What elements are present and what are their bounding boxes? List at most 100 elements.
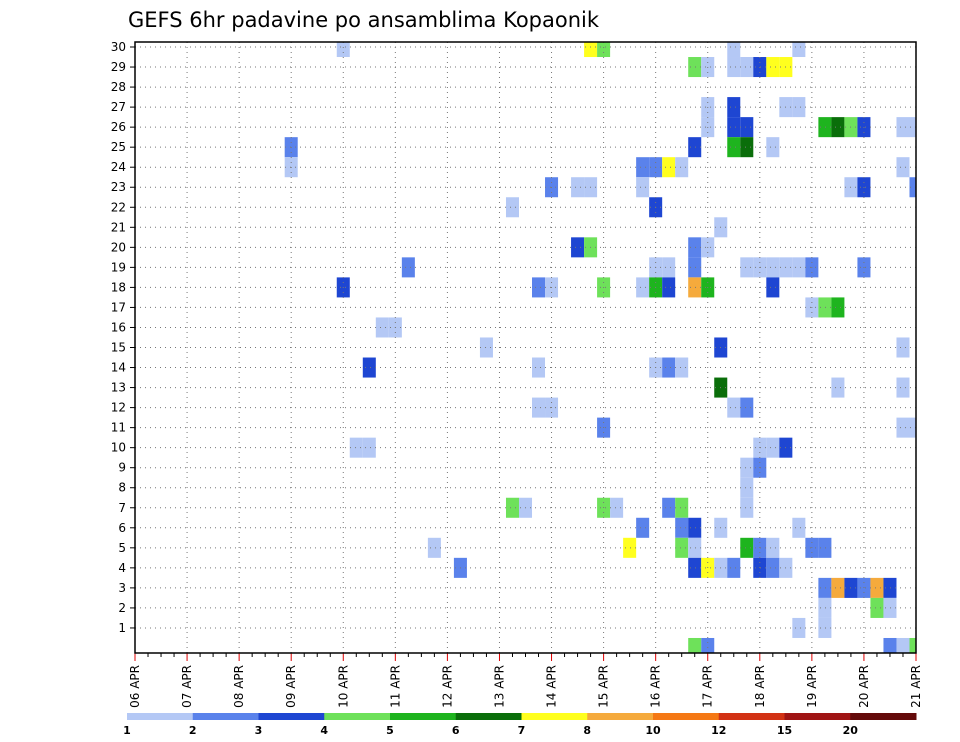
y-tick-label: 22 <box>111 200 126 214</box>
data-cell <box>688 137 702 158</box>
x-tick-label: 14 APR <box>545 665 559 708</box>
data-cell <box>766 257 780 278</box>
legend-label: 3 <box>255 724 263 737</box>
y-tick-label: 25 <box>111 140 126 154</box>
y-axis-ticks: 1234567891011121314151617181920212223242… <box>111 40 135 635</box>
y-tick-label: 23 <box>111 180 126 194</box>
data-cell <box>701 637 715 653</box>
y-tick-label: 1 <box>118 621 126 635</box>
y-tick-label: 29 <box>111 60 126 74</box>
data-cell <box>349 437 363 458</box>
y-tick-label: 6 <box>118 521 126 535</box>
y-tick-label: 12 <box>111 401 126 415</box>
x-tick-label: 11 APR <box>388 665 402 708</box>
x-tick-label: 09 APR <box>284 665 298 708</box>
data-cell <box>636 517 650 538</box>
data-cell <box>571 237 585 258</box>
legend-label: 20 <box>843 724 859 737</box>
data-cell <box>909 637 916 653</box>
data-cell <box>896 157 910 178</box>
legend-swatch <box>324 713 391 720</box>
y-tick-label: 24 <box>111 160 126 174</box>
x-tick-label: 21 APR <box>909 665 923 708</box>
legend-swatch <box>653 713 720 720</box>
data-cell <box>740 477 754 498</box>
data-cell <box>766 57 780 78</box>
data-cell <box>818 617 832 638</box>
data-cell <box>831 377 845 398</box>
data-cell <box>818 597 832 618</box>
data-cell <box>401 257 415 278</box>
legend-swatch <box>784 713 851 720</box>
data-cell <box>362 437 376 458</box>
data-cell <box>662 157 676 178</box>
data-cell <box>688 537 702 558</box>
legend-label: 15 <box>777 724 792 737</box>
legend-label: 2 <box>189 724 197 737</box>
y-tick-label: 18 <box>111 280 126 294</box>
data-cell <box>662 357 676 378</box>
data-cell <box>896 337 910 358</box>
legend-swatch <box>127 713 194 720</box>
data-cell <box>740 257 754 278</box>
data-cell <box>740 117 754 138</box>
data-cell <box>584 42 598 58</box>
legend-label: 10 <box>645 724 661 737</box>
y-tick-label: 4 <box>118 561 126 575</box>
x-tick-label: 07 APR <box>180 665 194 708</box>
x-tick-label: 19 APR <box>805 665 819 708</box>
data-cell <box>727 557 741 578</box>
data-cell <box>740 457 754 478</box>
data-cell <box>818 577 832 598</box>
data-cell <box>675 537 689 558</box>
grid-lines <box>135 42 916 653</box>
data-cell <box>479 337 493 358</box>
data-cell <box>792 517 806 538</box>
data-cell <box>831 117 845 138</box>
data-cell <box>727 397 741 418</box>
legend-label: 8 <box>583 724 591 737</box>
legend-swatch <box>390 713 457 720</box>
data-cell <box>662 497 676 518</box>
data-cell <box>818 537 832 558</box>
y-tick-label: 7 <box>118 501 126 515</box>
legend-label: 1 <box>123 724 131 737</box>
data-cell <box>727 57 741 78</box>
data-cell <box>792 97 806 118</box>
data-cell <box>597 42 611 58</box>
data-cell <box>883 577 897 598</box>
data-cell <box>727 42 741 58</box>
data-cell <box>610 497 624 518</box>
data-cell <box>675 497 689 518</box>
data-cell <box>727 137 741 158</box>
data-cell <box>831 297 845 318</box>
x-tick-label: 06 APR <box>128 665 142 708</box>
y-tick-label: 16 <box>111 320 126 334</box>
y-tick-label: 10 <box>111 441 126 455</box>
x-tick-label: 18 APR <box>753 665 767 708</box>
data-cell <box>766 557 780 578</box>
x-tick-label: 16 APR <box>649 665 663 708</box>
color-legend: 1 2 3 4 5 6 7 8 10 12 15 20 <box>123 713 917 737</box>
data-cell <box>662 277 676 298</box>
x-tick-label: 08 APR <box>232 665 246 708</box>
data-cell <box>766 277 780 298</box>
x-axis-ticks: 06 APR 07 APR 08 APR 09 APR 10 APR 11 APR 12 A… <box>128 653 923 708</box>
data-cell <box>896 377 910 398</box>
y-tick-label: 5 <box>118 541 126 555</box>
data-cell <box>532 277 546 298</box>
y-tick-label: 3 <box>118 581 126 595</box>
data-cell <box>688 557 702 578</box>
data-cell <box>727 117 741 138</box>
data-cell <box>896 117 910 138</box>
data-cell <box>883 597 897 618</box>
y-tick-label: 11 <box>111 421 126 435</box>
data-cell <box>766 137 780 158</box>
data-cell <box>336 42 350 58</box>
data-cell <box>675 157 689 178</box>
legend-swatch <box>521 713 588 720</box>
y-tick-label: 26 <box>111 120 126 134</box>
legend-label: 4 <box>320 724 328 737</box>
y-tick-label: 17 <box>111 300 126 314</box>
data-cell <box>675 517 689 538</box>
